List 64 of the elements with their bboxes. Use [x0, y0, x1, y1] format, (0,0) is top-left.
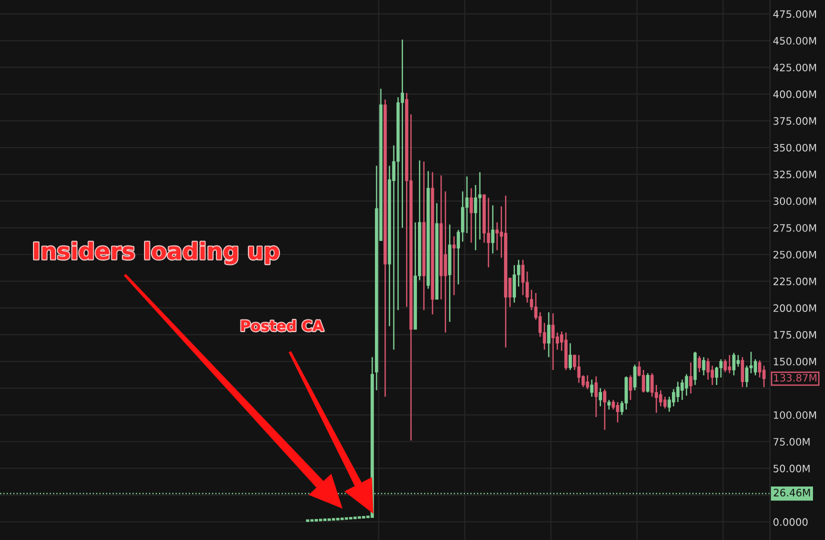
- candlestick: [745, 365, 748, 388]
- candlestick: [668, 396, 671, 412]
- candlestick: [474, 184, 478, 251]
- candlestick: [400, 38, 404, 228]
- y-tick-label: 150.00M: [774, 358, 816, 366]
- candlestick: [706, 358, 710, 380]
- y-tick-label: 275.00M: [774, 224, 816, 232]
- candlestick: [719, 358, 723, 378]
- candlestick: [728, 354, 732, 374]
- candlestick: [551, 312, 555, 371]
- candlestick: [607, 399, 611, 410]
- candlestick: [762, 365, 766, 388]
- candlestick: [452, 236, 456, 296]
- y-tick-label: 300.00M: [774, 197, 816, 206]
- y-tick-label: 350.00M: [774, 144, 816, 152]
- candlestick: [491, 204, 494, 254]
- candlestick: [568, 342, 572, 371]
- candlestick: [603, 388, 606, 430]
- candlestick: [628, 374, 632, 401]
- candlestick: [547, 312, 550, 358]
- candlestick: [698, 355, 702, 373]
- y-tick-label: 425.00M: [773, 64, 816, 72]
- candlestick: [594, 376, 598, 418]
- y-tick-label: 100.00M: [774, 411, 816, 419]
- y-tick-label: 325.00M: [774, 170, 816, 178]
- ref-line-label: 26.46M: [774, 488, 810, 496]
- y-tick-label: 175.00M: [774, 331, 816, 339]
- candlestick: [724, 358, 727, 373]
- y-tick-label: 475.00M: [773, 10, 816, 18]
- candlestick: [478, 172, 482, 240]
- candlestick: [754, 358, 757, 376]
- text: 133.87M: [774, 374, 816, 382]
- candlestick: [633, 364, 636, 391]
- candlestick: [646, 372, 650, 394]
- candlestick: [650, 372, 654, 398]
- y-tick-label: 0.0000: [773, 518, 808, 526]
- y-tick-label: 450.00M: [773, 36, 816, 45]
- y-tick-label: 50.00M: [774, 464, 810, 472]
- candlestick: [586, 374, 590, 390]
- y-tick-label: 75.00M: [774, 438, 810, 446]
- candlestick: [590, 378, 594, 398]
- candlestick: [495, 222, 499, 251]
- candlestick: [598, 388, 602, 407]
- candlestick: [740, 356, 744, 388]
- candlestick: [465, 176, 469, 234]
- y-tick-label: 250.00M: [774, 250, 816, 258]
- candlestick: [642, 369, 646, 394]
- y-tick-label: 200.00M: [774, 304, 816, 312]
- y-tick-label: 375.00M: [774, 117, 816, 125]
- annotation: Posted CA: [241, 320, 324, 332]
- candlestick: [521, 259, 525, 296]
- candlestick: [444, 190, 448, 334]
- candlestick: [684, 374, 688, 396]
- candlestick: [663, 396, 667, 410]
- candlestick: [672, 388, 676, 407]
- y-tick-label: 400.00M: [773, 90, 816, 98]
- candlestick: [689, 362, 692, 394]
- candlestick: [486, 197, 490, 268]
- y-tick-label: 225.00M: [774, 278, 816, 286]
- candlestick: [758, 360, 762, 378]
- candlestick: [710, 365, 714, 386]
- candlestick: [702, 356, 706, 376]
- candlestick: [470, 188, 473, 244]
- text: Insiders loading up: [34, 242, 279, 264]
